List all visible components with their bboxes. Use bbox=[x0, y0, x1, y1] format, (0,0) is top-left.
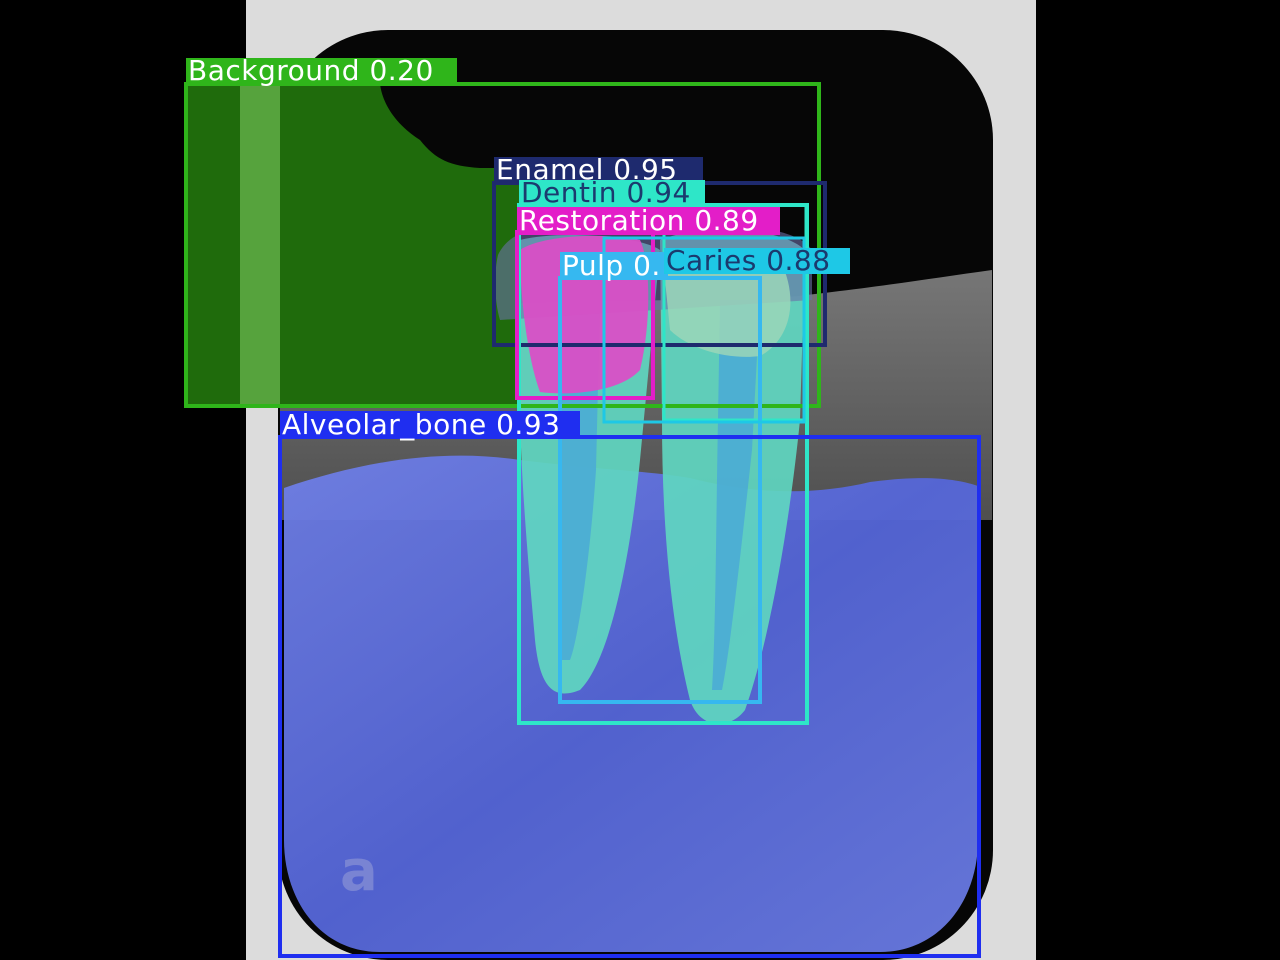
label-bg-pulp bbox=[560, 252, 668, 280]
label-restoration: Restoration 0.89 bbox=[519, 204, 759, 237]
bbox-caries bbox=[602, 236, 806, 424]
film-marker: a bbox=[340, 839, 378, 904]
label-bg-alveolar-bone bbox=[280, 411, 580, 439]
label-alveolar-bone: Alveolar_bone 0.93 bbox=[282, 408, 561, 441]
label-bg-restoration bbox=[517, 207, 780, 235]
label-bg-background bbox=[186, 58, 457, 86]
label-bg-dentin bbox=[519, 180, 705, 206]
bbox-background bbox=[184, 82, 821, 408]
label-background: Background 0.20 bbox=[188, 54, 434, 87]
label-enamel: Enamel 0.95 bbox=[496, 153, 678, 186]
label-pulp: Pulp 0. bbox=[562, 249, 661, 282]
label-caries: Caries 0.88 bbox=[666, 244, 831, 277]
bbox-dentin-2 bbox=[662, 203, 808, 422]
background-mask-edge bbox=[240, 84, 280, 404]
pulp-mask-canal-2 bbox=[712, 300, 760, 690]
bbox-alveolar-bone bbox=[278, 435, 981, 958]
label-dentin: Dentin 0.94 bbox=[521, 176, 691, 209]
label-bg-caries bbox=[664, 248, 850, 274]
